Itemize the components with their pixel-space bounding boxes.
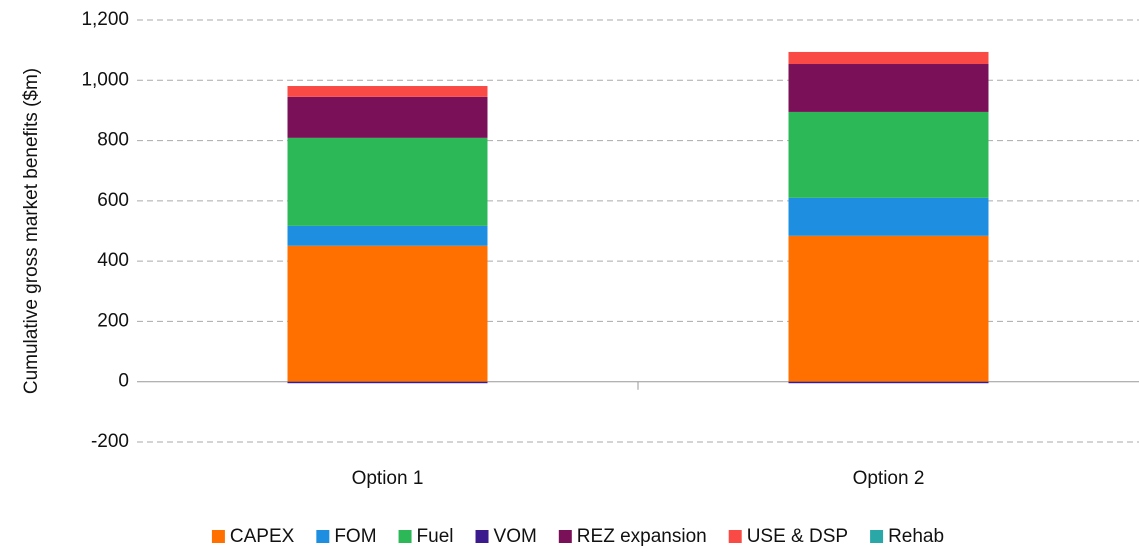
bar-segment — [788, 197, 989, 236]
legend-item: FOM — [316, 526, 377, 547]
legend-label: Fuel — [417, 526, 454, 547]
legend-label: REZ expansion — [577, 526, 707, 547]
bar-segment — [287, 137, 488, 226]
legend-swatch — [870, 530, 884, 543]
y-tick-label: 400 — [97, 250, 129, 271]
bar-segment — [287, 245, 488, 382]
legend-item: VOM — [475, 526, 537, 547]
x-tick-label: Option 2 — [853, 468, 925, 489]
y-tick-label: 1,000 — [81, 69, 129, 90]
legend-label: CAPEX — [230, 526, 295, 547]
legend-item: CAPEX — [211, 526, 295, 547]
legend-swatch — [728, 530, 742, 543]
y-tick-label: -200 — [91, 431, 129, 452]
legend-label: VOM — [494, 526, 537, 547]
legend-swatch — [211, 530, 225, 543]
legend-swatch — [398, 530, 412, 543]
bar-segment — [788, 111, 989, 198]
legend-item: USE & DSP — [728, 526, 848, 547]
bar-segment — [287, 225, 488, 246]
legend-item: Rehab — [870, 526, 944, 547]
bar-segment — [788, 381, 989, 384]
legend-swatch — [475, 530, 489, 543]
legend-swatch — [558, 530, 572, 543]
legend-label: FOM — [334, 526, 376, 547]
y-tick-label: 800 — [97, 130, 129, 151]
y-tick-label: 1,200 — [81, 9, 129, 30]
bar-segment — [287, 96, 488, 138]
y-tick-label: 600 — [97, 190, 129, 211]
bar-segment — [788, 235, 989, 382]
y-tick-label: 200 — [97, 310, 129, 331]
bar-segment — [287, 381, 488, 384]
bar-segment — [788, 64, 989, 112]
legend-item: REZ expansion — [558, 526, 707, 547]
legend-item: Fuel — [398, 526, 454, 547]
bar-segment — [287, 86, 488, 97]
legend-label: USE & DSP — [747, 526, 848, 547]
legend-label: Rehab — [888, 526, 944, 547]
y-tick-label: 0 — [118, 371, 129, 392]
x-tick-label: Option 1 — [352, 468, 424, 489]
bar-segment — [788, 51, 989, 65]
legend-swatch — [316, 530, 330, 543]
y-axis-label: Cumulative gross market benefits ($m) — [21, 68, 42, 394]
